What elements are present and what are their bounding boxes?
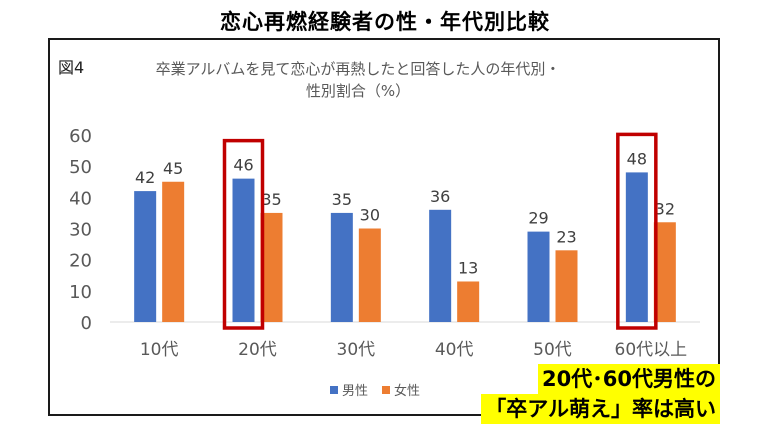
data-label-male: 48 (627, 149, 647, 168)
x-tick-label: 60代以上 (615, 340, 688, 360)
headline: 恋心再燃経験者の性・年代別比較 (220, 10, 550, 34)
data-label-female: 23 (556, 227, 576, 246)
legend-label-male: 男性 (342, 384, 369, 399)
data-label-female: 30 (360, 206, 380, 225)
callout-line-1: 20代･60代男性の (538, 364, 720, 394)
x-tick-label: 10代 (140, 340, 179, 360)
bar-male (134, 191, 157, 322)
bar-male (527, 231, 550, 322)
bar-female (260, 212, 283, 322)
bar-male (429, 209, 452, 322)
data-label-male: 46 (233, 156, 253, 175)
x-tick-label: 20代 (238, 340, 277, 360)
y-tick-label: 30 (69, 220, 92, 241)
chart-title: 卒業アルバムを見て恋心が再熱したと回答した人の年代別・ 性別割合（%） (118, 58, 598, 102)
data-label-male: 29 (528, 209, 548, 228)
data-label-female: 35 (261, 190, 281, 209)
bar-female (457, 281, 480, 322)
x-tick-label: 30代 (337, 340, 376, 360)
y-tick-label: 0 (81, 313, 92, 334)
bar-female (653, 222, 676, 322)
legend-swatch-female (382, 385, 391, 394)
data-label-male: 35 (332, 190, 352, 209)
x-tick-label: 40代 (435, 340, 474, 360)
bar-female (162, 181, 185, 322)
y-tick-label: 20 (69, 251, 92, 272)
chart-frame (48, 38, 720, 416)
bar-female (555, 250, 578, 322)
legend-label-female: 女性 (394, 384, 421, 399)
bar-male (330, 212, 353, 322)
bar-male (232, 178, 255, 322)
chart-title-line-1: 卒業アルバムを見て恋心が再熱したと回答した人の年代別・ (155, 60, 561, 78)
legend-item-female: 女性 (382, 380, 420, 399)
y-tick-label: 10 (69, 282, 92, 303)
chart-title-line-2: 性別割合（%） (305, 82, 411, 100)
y-tick-label: 50 (69, 157, 92, 178)
callout: 20代･60代男性の 「卒アル萌え」率は高い (481, 364, 720, 424)
data-label-male: 42 (135, 168, 155, 187)
figure-label: 図4 (58, 58, 85, 77)
bar-male (625, 172, 648, 322)
data-label-male: 36 (430, 187, 450, 206)
legend: 男性 女性 (330, 380, 420, 399)
callout-line-2: 「卒アル萌え」率は高い (481, 394, 720, 424)
bar-female (358, 228, 381, 322)
legend-item-male: 男性 (330, 380, 368, 399)
highlight-box (222, 138, 265, 330)
highlight-box (616, 132, 658, 330)
y-tick-label: 60 (69, 126, 92, 147)
legend-swatch-male (330, 385, 338, 394)
data-label-female: 13 (458, 258, 478, 277)
data-label-female: 32 (655, 199, 675, 218)
x-tick-label: 50代 (533, 340, 572, 360)
data-label-female: 45 (163, 159, 183, 178)
y-tick-label: 40 (69, 188, 92, 209)
